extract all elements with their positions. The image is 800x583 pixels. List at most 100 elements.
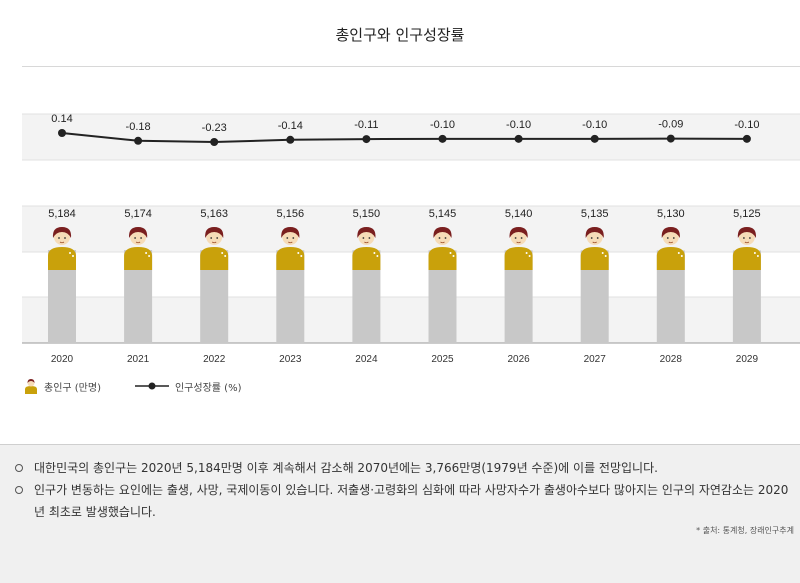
population-value-label: 5,125 xyxy=(733,208,761,220)
person-hair xyxy=(737,227,756,238)
chart: 5,184 2020 5,174 2021 5,163 2022 5,156 2023 5,15… xyxy=(22,113,800,365)
person-hair xyxy=(129,227,148,238)
person-head xyxy=(54,229,70,245)
person-shirt xyxy=(352,247,381,270)
growth-value-label: -0.23 xyxy=(202,122,227,134)
person-head xyxy=(358,229,375,245)
person-mouth xyxy=(668,241,674,244)
shirt-button xyxy=(300,255,303,257)
shirt-button xyxy=(680,255,683,257)
shirt-button xyxy=(145,252,148,254)
growth-point xyxy=(590,134,599,143)
shirt-button xyxy=(72,255,74,257)
shirt-button xyxy=(376,255,379,257)
person-eye xyxy=(438,237,441,239)
notes-panel: 대한민국의 총인구는 2020년 5,184만명 이후 계속해서 감소해 207… xyxy=(0,444,800,583)
person-mouth xyxy=(364,241,369,244)
shirt-button xyxy=(373,252,376,254)
legend-item-population: 총인구 (만명) xyxy=(24,378,101,394)
person-shirt xyxy=(48,247,76,270)
population-value-label: 5,156 xyxy=(277,208,305,220)
shirt-button xyxy=(604,255,607,257)
person-eye xyxy=(368,237,371,239)
person-eye xyxy=(286,237,289,239)
shirt-button xyxy=(677,252,680,254)
person-mouth xyxy=(59,241,65,244)
person-hair xyxy=(585,227,604,238)
person-shirt xyxy=(504,247,533,270)
x-tick-label: 2024 xyxy=(355,354,378,365)
growth-value-label: -0.18 xyxy=(126,121,151,133)
person-eye xyxy=(58,237,60,239)
person-hair xyxy=(433,227,452,238)
x-tick-label: 2022 xyxy=(203,354,226,365)
population-value-label: 5,130 xyxy=(657,208,685,220)
population-value-label: 5,145 xyxy=(429,208,457,220)
shirt-button xyxy=(148,255,151,257)
person-shirt xyxy=(656,247,685,270)
growth-point xyxy=(362,135,371,144)
person-icon xyxy=(25,379,37,394)
shirt-button xyxy=(601,252,604,254)
growth-point xyxy=(210,138,219,146)
shirt-button xyxy=(528,255,531,257)
person-shirt xyxy=(732,247,761,270)
growth-value-label: -0.10 xyxy=(506,119,531,131)
population-value-label: 5,184 xyxy=(48,208,76,220)
person-hair xyxy=(52,227,72,238)
population-value-label: 5,135 xyxy=(581,208,609,220)
person-shirt xyxy=(276,247,305,270)
person-eye xyxy=(64,237,66,239)
person-head xyxy=(738,229,755,245)
person-eye xyxy=(596,237,599,239)
growth-point xyxy=(666,134,675,143)
shirt-button xyxy=(449,252,452,254)
person-eye xyxy=(140,237,143,239)
growth-point xyxy=(58,129,66,137)
population-value-label: 5,163 xyxy=(200,208,228,220)
x-tick-label: 2027 xyxy=(584,354,607,365)
person-mouth xyxy=(592,241,597,244)
legend: 총인구 (만명) 인구성장률 (%) xyxy=(24,376,275,396)
person-hair xyxy=(661,227,680,238)
person-eye xyxy=(210,237,213,239)
person-eye xyxy=(216,237,219,239)
shirt-button xyxy=(221,252,224,254)
person-eye xyxy=(362,237,365,239)
x-tick-label: 2026 xyxy=(507,354,530,365)
shirt-button xyxy=(753,252,756,254)
person-head xyxy=(586,229,603,245)
population-value-label: 5,140 xyxy=(505,208,533,220)
x-tick-label: 2020 xyxy=(51,354,74,365)
divider xyxy=(22,66,800,67)
growth-value-label: -0.10 xyxy=(734,119,759,131)
growth-value-label: -0.10 xyxy=(430,119,455,131)
shirt-button xyxy=(452,255,455,257)
person-hair xyxy=(357,227,376,238)
person-head xyxy=(510,229,527,245)
growth-value-label: -0.09 xyxy=(658,119,683,131)
person-eye xyxy=(444,237,447,239)
person-eye xyxy=(743,237,745,239)
person-mouth xyxy=(211,241,217,244)
person-head xyxy=(130,229,147,245)
x-tick-label: 2029 xyxy=(736,354,759,365)
note-item: 대한민국의 총인구는 2020년 5,184만명 이후 계속해서 감소해 207… xyxy=(12,457,792,479)
chart-title: 총인구와 인구성장률 xyxy=(335,26,465,44)
growth-point xyxy=(134,136,143,145)
source-text: * 출처: 통계청, 장래인구추계 xyxy=(696,526,794,535)
growth-point xyxy=(742,134,751,143)
person-eye xyxy=(514,237,517,239)
line-marker-icon xyxy=(134,382,169,390)
person-shirt xyxy=(580,247,609,270)
person-mouth xyxy=(744,241,750,244)
growth-value-label: -0.14 xyxy=(278,120,303,132)
person-hair xyxy=(205,227,224,238)
person-hair xyxy=(509,227,528,238)
shirt-button xyxy=(224,255,227,257)
growth-value-label: -0.11 xyxy=(354,119,378,131)
person-mouth xyxy=(440,241,445,244)
shirt-button xyxy=(297,252,300,254)
legend-item-growth: 인구성장률 (%) xyxy=(134,379,241,394)
growth-point xyxy=(438,134,447,143)
